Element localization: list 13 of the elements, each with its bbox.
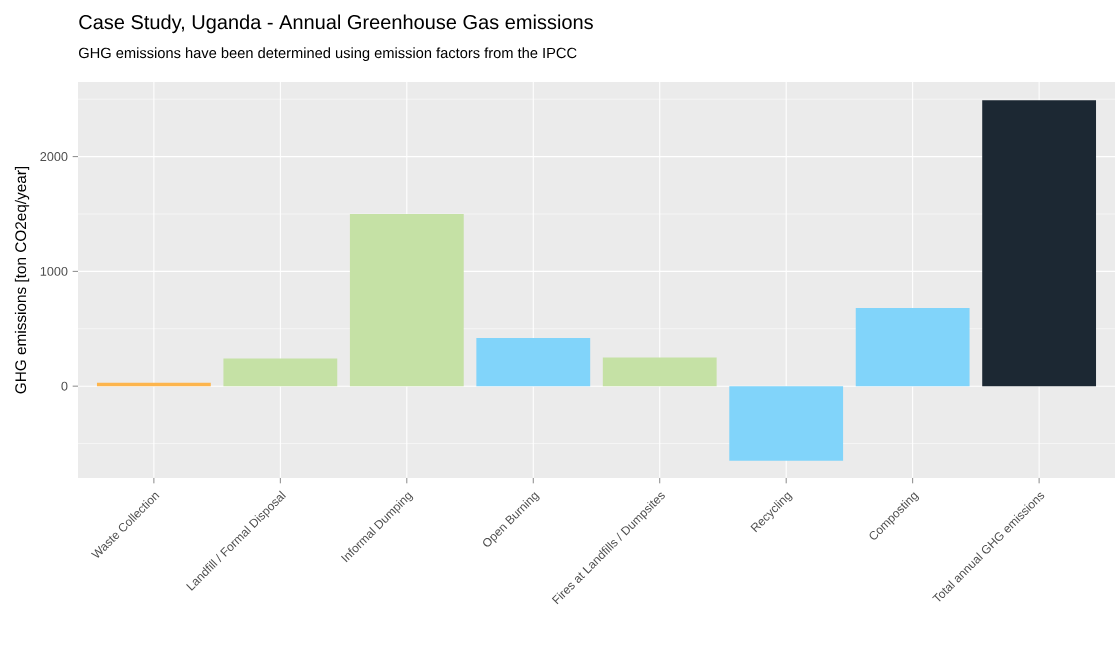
- bar: [476, 337, 591, 387]
- y-tick-label: 2000: [40, 152, 68, 162]
- bar: [349, 213, 464, 387]
- chart-subtitle: GHG emissions have been determined using emission factors from the IPCC: [79, 47, 577, 62]
- y-axis-title: GHG emissions [ton CO2eq/year]: [14, 166, 30, 394]
- chart-title: Case Study, Uganda - Annual Greenhouse Gas emissions: [79, 14, 593, 34]
- bar: [223, 358, 338, 387]
- bar: [855, 308, 970, 387]
- bar: [602, 357, 717, 387]
- bar: [729, 386, 844, 461]
- y-tick-label: 1000: [40, 266, 68, 276]
- y-tick-label: 0: [61, 381, 68, 391]
- bar: [982, 100, 1097, 387]
